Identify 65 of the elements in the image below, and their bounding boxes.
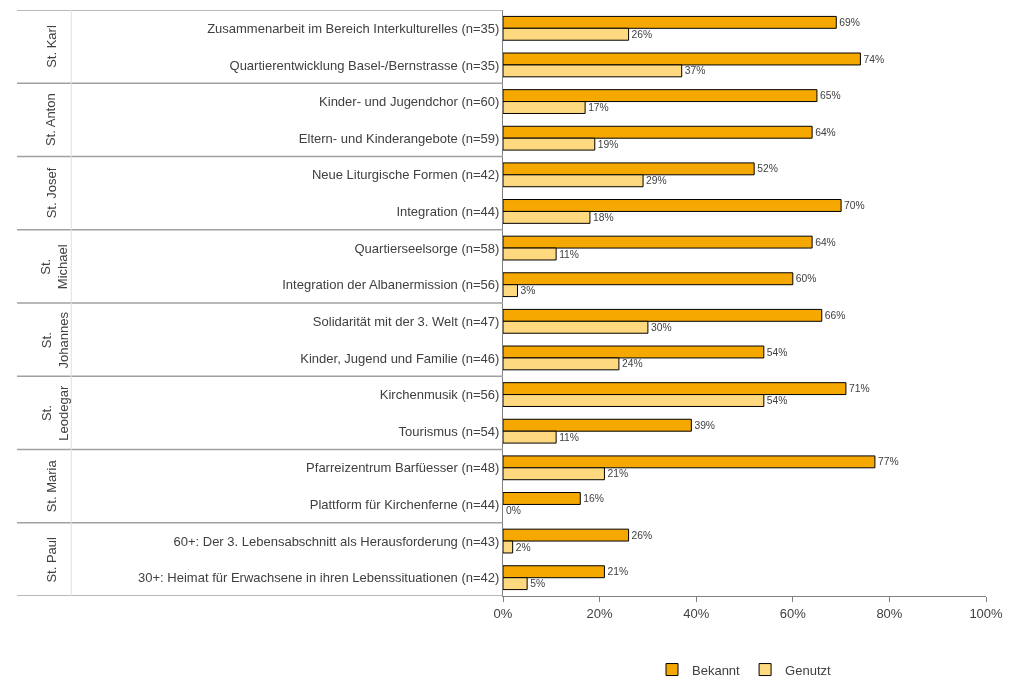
data-label: 74% bbox=[863, 53, 885, 65]
x-tick-label: 0% bbox=[493, 605, 513, 621]
data-label: 0% bbox=[506, 504, 521, 516]
data-label: 21% bbox=[607, 566, 629, 578]
text: St. Michael bbox=[38, 244, 71, 290]
y-tick-label: Eltern- und Kinderangebote (n=59) bbox=[298, 130, 500, 146]
x-tick-label: 80% bbox=[876, 605, 903, 621]
x-tick-label: 100% bbox=[969, 605, 1004, 621]
x-tick-label: 60% bbox=[779, 605, 807, 621]
text: St. Maria bbox=[44, 459, 60, 513]
data-label: 52% bbox=[757, 163, 778, 175]
data-label: 60% bbox=[795, 273, 817, 285]
data-label: 11% bbox=[559, 248, 580, 260]
text: St. Anton bbox=[43, 93, 59, 147]
data-label: 2% bbox=[515, 541, 531, 553]
data-label: 5% bbox=[530, 578, 546, 590]
y-tick-label: Integration (n=44) bbox=[396, 203, 500, 219]
data-label: 39% bbox=[694, 419, 716, 431]
data-label: 54% bbox=[766, 346, 788, 358]
data-label: 37% bbox=[684, 65, 706, 77]
data-label: 30% bbox=[650, 321, 672, 333]
y-tick-label: Pfarreizentrum Barfüesser (n=48) bbox=[306, 460, 500, 476]
data-label: 3% bbox=[520, 285, 536, 297]
data-label: 21% bbox=[607, 468, 629, 480]
data-label: 17% bbox=[588, 102, 609, 114]
text: St. Karl bbox=[43, 25, 59, 68]
data-label: 65% bbox=[819, 90, 841, 102]
legend-label: Genutzt bbox=[785, 662, 831, 678]
data-label: 16% bbox=[583, 493, 604, 505]
y-tick-label: Quartierentwicklung Basel-/Bernstrasse (n=35) bbox=[229, 57, 500, 73]
text: St. Paul bbox=[43, 536, 59, 583]
y-tick-label: 60+: Der 3. Lebensabschnitt als Herausforderung (n=43) bbox=[173, 533, 500, 549]
text: St. Josef bbox=[44, 167, 60, 219]
y-tick-label: Solidarität mit der 3. Welt (n=47) bbox=[312, 313, 500, 329]
data-label: 19% bbox=[597, 138, 619, 150]
data-label: 64% bbox=[815, 236, 836, 248]
data-label: 24% bbox=[621, 358, 643, 370]
data-label: 18% bbox=[592, 211, 614, 223]
x-tick-label: 20% bbox=[586, 605, 614, 621]
y-tick-label: Kirchenmusik (n=56) bbox=[379, 387, 500, 403]
data-label: 64% bbox=[815, 126, 836, 138]
data-label: 54% bbox=[766, 395, 788, 407]
data-label: 71% bbox=[848, 383, 870, 395]
y-tick-label: Integration der Albanermission (n=56) bbox=[282, 277, 500, 293]
x-tick-label: 40% bbox=[683, 605, 710, 621]
data-label: 29% bbox=[646, 175, 667, 187]
data-label: 26% bbox=[631, 28, 653, 40]
y-tick-label: Quartierseelsorge (n=58) bbox=[354, 240, 500, 256]
y-tick-label: Kinder- und Jugendchor (n=60) bbox=[319, 94, 500, 110]
text: St. Johannes bbox=[39, 311, 72, 369]
y-tick-label: Neue Liturgische Formen (n=42) bbox=[311, 167, 500, 183]
data-label: 77% bbox=[877, 456, 899, 468]
y-tick-label: Zusammenarbeit im Bereich Interkulturelles (n=35) bbox=[207, 20, 500, 36]
y-tick-label: Plattform für Kirchenferne (n=44) bbox=[309, 496, 500, 512]
legend-label: Bekannt bbox=[692, 662, 741, 678]
data-label: 11% bbox=[559, 431, 579, 443]
y-tick-label: Tourismus (n=54) bbox=[398, 423, 500, 439]
data-label: 26% bbox=[631, 529, 653, 541]
y-tick-label: Kinder, Jugend und Familie (n=46) bbox=[300, 350, 500, 366]
data-label: 70% bbox=[844, 200, 865, 212]
data-label: 69% bbox=[839, 16, 860, 28]
text: St. Leodegar bbox=[38, 385, 71, 441]
bar bbox=[503, 492, 581, 505]
y-tick-label: 30+: Heimat für Erwachsene in ihren Lebenssituationen (n=42) bbox=[138, 570, 500, 586]
data-label: 66% bbox=[824, 309, 846, 321]
